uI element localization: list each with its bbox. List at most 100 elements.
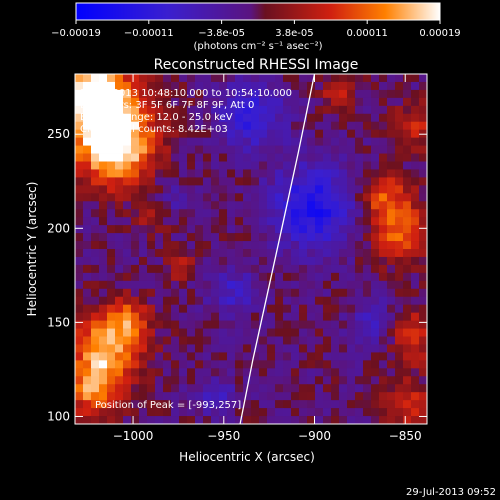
- heatmap-cell: [339, 384, 348, 393]
- heatmap-cell: [123, 225, 132, 234]
- heatmap-cell: [163, 225, 172, 234]
- heatmap-cell: [395, 113, 404, 123]
- heatmap-cell: [403, 296, 412, 306]
- heatmap-cell: [267, 264, 276, 274]
- heatmap-cell: [131, 225, 140, 234]
- heatmap-cell: [147, 272, 156, 282]
- heatmap-cell: [75, 288, 84, 298]
- heatmap-cell: [403, 201, 412, 210]
- heatmap-cell: [323, 105, 332, 115]
- heatmap-cell: [211, 344, 220, 353]
- heatmap-cell: [315, 233, 324, 242]
- heatmap-cell: [379, 193, 388, 202]
- heatmap-cell: [99, 328, 108, 337]
- heatmap-cell: [419, 360, 427, 369]
- heatmap-cell: [243, 352, 252, 361]
- heatmap-cell: [339, 209, 348, 218]
- heatmap-cell: [403, 129, 412, 139]
- heatmap-cell: [203, 336, 212, 345]
- heatmap-cell: [107, 225, 116, 234]
- heatmap-cell: [123, 249, 132, 258]
- heatmap-cell: [219, 328, 228, 337]
- heatmap-cell: [315, 153, 324, 162]
- heatmap-cell: [315, 169, 324, 178]
- heatmap-cell: [267, 201, 276, 210]
- heatmap-cell: [355, 177, 364, 186]
- heatmap-cell: [123, 177, 132, 186]
- heatmap-cell: [187, 169, 196, 178]
- heatmap-cell: [331, 225, 340, 234]
- heatmap-cell: [219, 352, 228, 361]
- heatmap-cell: [147, 264, 156, 274]
- heatmap-cell: [251, 185, 260, 194]
- heatmap-cell: [91, 193, 100, 202]
- heatmap-cell: [251, 328, 260, 337]
- heatmap-cell: [259, 280, 268, 290]
- heatmap-cell: [75, 392, 84, 401]
- heatmap-cell: [283, 209, 292, 218]
- heatmap-cell: [203, 129, 212, 139]
- heatmap-cell: [331, 392, 340, 401]
- heatmap-cell: [379, 105, 388, 115]
- heatmap-cell: [195, 225, 204, 234]
- heatmap-cell: [323, 161, 332, 170]
- heatmap-cell: [347, 201, 356, 210]
- heatmap-cell: [307, 400, 316, 409]
- heatmap-cell: [107, 352, 116, 361]
- heatmap-cell: [107, 344, 116, 353]
- heatmap-cell: [419, 233, 427, 242]
- heatmap-cell: [299, 177, 308, 186]
- heatmap-cell: [99, 74, 108, 83]
- heatmap-cell: [139, 328, 148, 337]
- heatmap-cell: [339, 344, 348, 353]
- heatmap-cell: [243, 241, 252, 250]
- heatmap-cell: [267, 217, 276, 226]
- heatmap-cell: [371, 161, 380, 170]
- heatmap-cell: [411, 241, 420, 250]
- heatmap-cell: [155, 408, 164, 417]
- heatmap-cell: [323, 280, 332, 290]
- heatmap-cell: [235, 89, 244, 99]
- heatmap-cell: [339, 249, 348, 258]
- heatmap-cell: [419, 392, 427, 401]
- heatmap-cell: [115, 129, 124, 139]
- heatmap-cell: [91, 217, 100, 226]
- heatmap-cell: [251, 161, 260, 170]
- heatmap-cell: [171, 296, 180, 306]
- heatmap-cell: [227, 400, 236, 409]
- heatmap-cell: [291, 328, 300, 337]
- heatmap-cell: [331, 201, 340, 210]
- heatmap-cell: [299, 320, 308, 329]
- heatmap-cell: [379, 137, 388, 146]
- heatmap-cell: [187, 121, 196, 131]
- heatmap-cell: [387, 193, 396, 202]
- heatmap-cell: [187, 161, 196, 170]
- heatmap-cell: [251, 129, 260, 139]
- heatmap-cell: [331, 121, 340, 131]
- heatmap-cell: [75, 209, 84, 218]
- heatmap-cell: [315, 89, 324, 99]
- heatmap-cell: [219, 137, 228, 146]
- heatmap-cell: [307, 352, 316, 361]
- heatmap-cell: [83, 97, 92, 107]
- heatmap-cell: [203, 81, 212, 91]
- heatmap-cell: [419, 344, 427, 353]
- heatmap-cell: [403, 368, 412, 377]
- heatmap-cell: [139, 392, 148, 401]
- heatmap-cell: [363, 312, 372, 321]
- heatmap-cell: [395, 153, 404, 162]
- heatmap-cell: [387, 129, 396, 139]
- heatmap-cell: [243, 376, 252, 385]
- heatmap-cell: [219, 121, 228, 131]
- heatmap-cell: [251, 89, 260, 99]
- heatmap-cell: [331, 352, 340, 361]
- heatmap-cell: [115, 384, 124, 393]
- heatmap-cell: [283, 121, 292, 131]
- heatmap-cell: [291, 81, 300, 91]
- heatmap-cell: [139, 312, 148, 321]
- heatmap-cell: [179, 217, 188, 226]
- heatmap-cell: [323, 352, 332, 361]
- heatmap-cell: [195, 185, 204, 194]
- heatmap-cell: [131, 368, 140, 377]
- heatmap-cell: [171, 153, 180, 162]
